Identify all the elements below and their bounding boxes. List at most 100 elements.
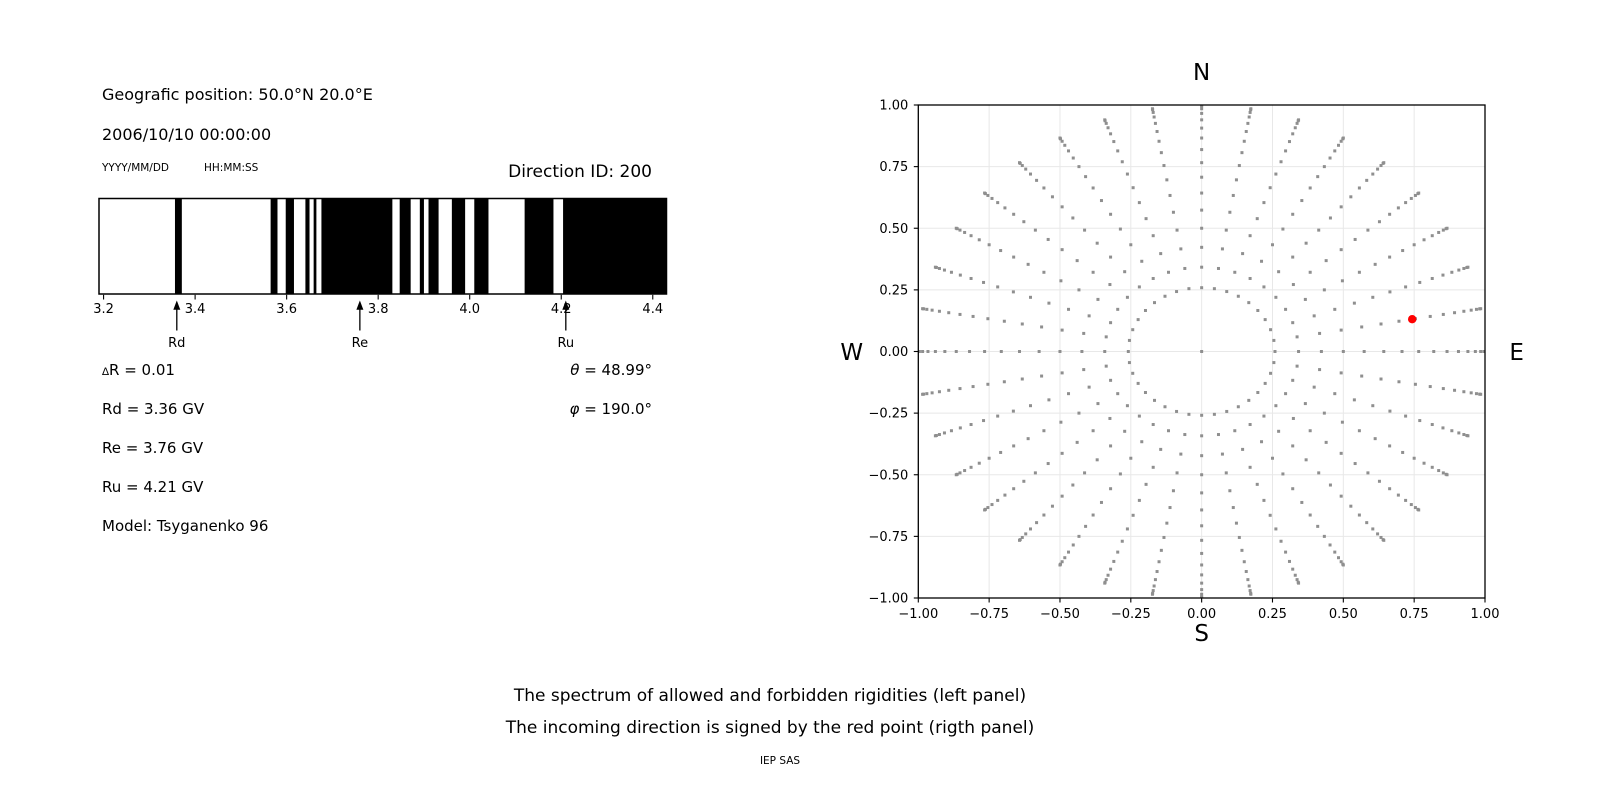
direction-dot	[958, 426, 962, 430]
direction-dot	[1137, 414, 1141, 418]
direction-dot	[1012, 212, 1016, 216]
direction-dot	[918, 350, 920, 353]
direction-dot	[1249, 592, 1253, 596]
direction-dot	[1153, 398, 1157, 402]
direction-dot	[1379, 377, 1383, 381]
direction-dot	[1109, 378, 1113, 382]
direction-dot	[1417, 350, 1421, 353]
direction-dot	[1262, 498, 1266, 502]
direction-dot	[958, 228, 962, 232]
direction-dot	[1168, 506, 1172, 510]
direction-dot	[1418, 280, 1422, 284]
direction-dot	[969, 276, 973, 280]
direction-dot	[1224, 471, 1228, 475]
direction-dot	[1200, 473, 1204, 477]
direction-dot	[1171, 210, 1175, 214]
direction-dot	[1225, 409, 1229, 413]
direction-dot	[1104, 121, 1108, 125]
x-tick-label: 0.00	[1187, 607, 1216, 622]
direction-dot	[1050, 504, 1054, 508]
direction-dot	[1131, 371, 1135, 375]
direction-dot	[1131, 186, 1135, 190]
direction-dot	[1371, 172, 1375, 176]
direction-dot	[1388, 409, 1392, 413]
direction-dot	[921, 392, 925, 396]
direction-dot	[1256, 308, 1260, 312]
direction-dot	[1376, 532, 1380, 536]
direction-dot	[1379, 535, 1383, 539]
direction-dot	[942, 268, 946, 272]
x-tick-label: −0.50	[1040, 607, 1080, 622]
direction-dot	[1228, 210, 1232, 214]
direction-dot	[1297, 118, 1301, 122]
direction-dot	[1341, 350, 1345, 353]
direction-dot	[930, 308, 934, 312]
allowed-band	[428, 198, 439, 294]
direction-dot	[1216, 433, 1220, 437]
direction-dot	[1397, 380, 1401, 384]
direction-dot	[1123, 429, 1127, 433]
direction-dot	[1277, 270, 1281, 274]
direction-dot	[921, 307, 925, 311]
direction-dot	[1163, 294, 1167, 298]
direction-dot	[1284, 550, 1288, 554]
direction-dot	[1453, 388, 1457, 392]
direction-dot	[1162, 164, 1166, 168]
direction-dot	[1244, 570, 1248, 574]
direction-dot	[990, 503, 994, 507]
direction-dot	[1450, 429, 1454, 433]
direction-dot	[1268, 186, 1272, 190]
direction-dot	[1063, 143, 1067, 147]
cutoff-info-list: ∆R = 0.01 Rd = 3.36 GV Re = 3.76 GV Ru = 4.…	[102, 363, 268, 558]
direction-dot	[1020, 322, 1024, 326]
direction-dot	[1247, 115, 1251, 119]
direction-dot	[1422, 461, 1426, 465]
red-direction-point	[1407, 315, 1417, 324]
direction-dot	[1274, 404, 1278, 408]
direction-dot	[1058, 136, 1062, 140]
direction-dot	[1127, 361, 1131, 365]
direction-dot	[983, 191, 987, 195]
direction-dot	[1249, 107, 1253, 111]
direction-dot	[1080, 350, 1084, 353]
direction-dot	[1125, 172, 1129, 176]
direction-dot	[1237, 535, 1241, 539]
direction-dot	[1256, 391, 1260, 395]
direction-dot	[1200, 434, 1204, 438]
direction-dot	[1371, 295, 1375, 299]
direction-dot	[1136, 381, 1140, 385]
direction-dot	[1441, 471, 1445, 475]
y-tick-label: −0.25	[868, 407, 908, 422]
direction-dot	[1268, 513, 1272, 517]
direction-dot	[1291, 416, 1295, 420]
direction-dot	[1441, 387, 1445, 391]
direction-dot	[1418, 419, 1422, 423]
direction-dot	[1248, 234, 1252, 238]
direction-dot	[933, 350, 937, 353]
direction-dot	[1179, 247, 1183, 251]
direction-dot	[1262, 414, 1266, 418]
y-tick-label: 0.50	[879, 222, 908, 237]
direction-dot	[949, 429, 953, 433]
compass-label-e: E	[1509, 340, 1524, 366]
direction-dot	[1200, 111, 1204, 115]
info-row-1: Rd = 3.36 GV	[102, 400, 205, 418]
compass-label-s: S	[1194, 621, 1209, 647]
direction-dot	[1200, 105, 1204, 107]
direction-dot	[1200, 454, 1204, 458]
direction-dot	[1284, 149, 1288, 153]
direction-dot	[1112, 559, 1116, 563]
direction-dot	[1233, 429, 1237, 433]
direction-dot	[1291, 321, 1295, 325]
direction-dot	[937, 266, 941, 270]
direction-dot	[987, 456, 991, 460]
direction-dot	[1029, 404, 1033, 408]
direction-dot	[990, 196, 994, 200]
direction-dot	[1144, 482, 1148, 486]
direction-dot	[1020, 164, 1024, 168]
direction-dot	[1137, 498, 1141, 502]
direction-dot	[1167, 429, 1171, 433]
direction-dot	[1316, 175, 1320, 179]
direction-dot	[1236, 294, 1240, 298]
direction-dot	[1247, 398, 1251, 402]
